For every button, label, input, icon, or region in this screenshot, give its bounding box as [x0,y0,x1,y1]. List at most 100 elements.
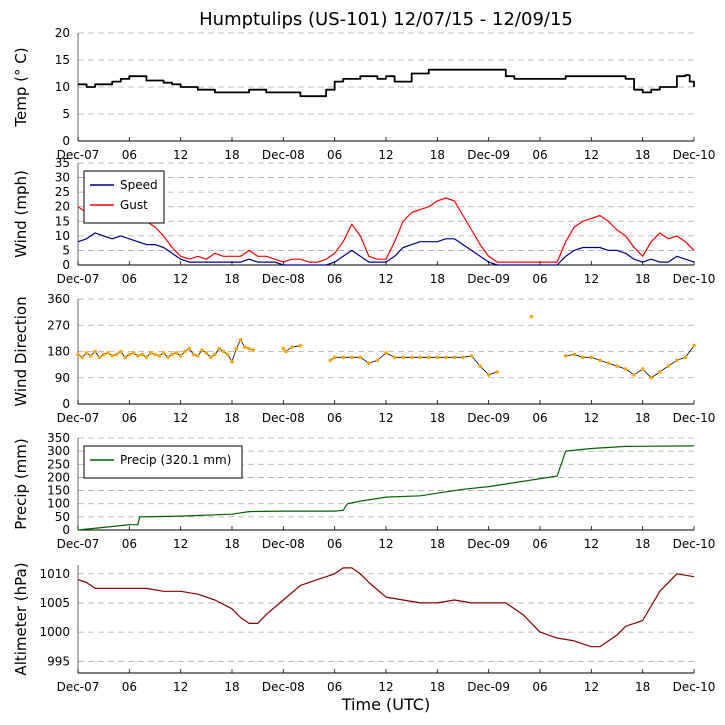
data-point [148,351,153,355]
data-point [106,351,110,355]
data-point [131,351,136,355]
x-tick-label: 12 [584,537,599,551]
y-tick-label: 0 [62,134,70,148]
y-axis-label: Temp (° C) [12,47,30,127]
data-point [84,351,89,355]
data-point [200,348,204,352]
data-point [572,352,577,357]
data-point [157,354,162,358]
y-tick-label: 5 [62,107,70,121]
data-point [174,351,179,355]
x-tick-label: 12 [378,411,393,425]
data-point [358,355,363,360]
x-tick-label: 06 [532,272,547,286]
data-point [76,352,80,357]
data-point [486,373,491,377]
data-point [110,354,115,358]
x-tick-label: Dec-09 [467,680,510,694]
panel-altimeter: 995 1000 1005 1010 Dec-07 06 12 18 Dec-08 06 12 18 D… [12,562,715,694]
panels: 0 5 10 15 20 Dec-07 06 12 18 Dec-08 06 12 18 Dec-09 06… [12,26,715,694]
x-tick-label: 12 [584,272,599,286]
data-point [230,359,234,364]
y-tick-label: 15 [55,53,70,67]
x-tick-label: 18 [430,537,445,551]
x-tick-label: 06 [122,680,137,694]
data-point [598,358,602,363]
data-point [435,355,440,360]
x-tick-label: 12 [173,680,188,694]
x-tick-label: Dec-10 [673,411,716,425]
y-tick-label: 0 [62,523,70,537]
y-tick-label: 90 [55,371,70,385]
y-tick-label: 30 [55,171,70,185]
data-point [225,352,230,357]
x-tick-label: 18 [224,537,239,551]
y-tick-label: 995 [47,654,70,668]
data-point [469,354,474,358]
x-tick-label: Dec-07 [57,148,100,162]
data-point [452,355,457,360]
x-tick-label: 18 [224,680,239,694]
y-tick-label: 100 [47,497,70,511]
series-line-precip [77,445,695,531]
data-point [683,355,688,360]
data-point [195,354,200,358]
y-tick-label: 10 [55,229,70,243]
data-point [384,351,388,355]
x-tick-label: 12 [378,537,393,551]
x-tick-label: 06 [327,148,342,162]
data-point [623,367,628,371]
data-point [208,355,213,360]
data-point [392,355,397,360]
y-tick-label: 1005 [39,596,70,610]
x-tick-label: 06 [327,411,342,425]
y-tick-label: 200 [47,470,70,484]
data-point [80,355,85,360]
y-axis-label: Wind Direction [12,296,30,406]
x-tick-label: 12 [173,411,188,425]
x-tick-label: 06 [327,680,342,694]
data-point [332,355,337,360]
y-tick-label: 1000 [39,625,70,639]
y-tick-label: 0 [62,258,70,272]
legend-label: Gust [120,198,148,212]
y-tick-label: 0 [62,397,70,411]
y-tick-label: 20 [55,200,70,214]
data-point [649,375,654,380]
y-tick-label: 180 [47,345,70,359]
y-tick-label: 25 [55,185,70,199]
x-tick-label: Dec-09 [467,537,510,551]
x-tick-label: 06 [122,148,137,162]
x-tick-label: 06 [532,411,547,425]
panel-winddir: 0 90 180 270 360 Dec-07 06 12 18 Dec-08 06 12 18 Dec-… [12,292,715,425]
x-tick-label: Dec-07 [57,537,100,551]
x-tick-label: 12 [584,680,599,694]
x-tick-label: Dec-09 [467,411,510,425]
data-point [606,361,611,365]
x-tick-label: 06 [532,148,547,162]
y-tick-label: 150 [47,484,70,498]
y-tick-label: 300 [47,444,70,458]
data-point [118,349,123,354]
x-tick-label: Dec-07 [57,680,100,694]
data-point [328,358,333,363]
x-tick-label: 18 [635,680,650,694]
data-point [426,355,431,360]
x-tick-label: Dec-08 [262,148,305,162]
data-point [341,355,346,360]
data-point [251,348,256,352]
data-point [127,352,132,357]
legend [83,445,243,479]
x-tick-label: 12 [378,148,393,162]
x-tick-label: 12 [173,537,188,551]
x-tick-label: 18 [635,272,650,286]
data-point [136,354,140,358]
x-tick-label: 18 [224,411,239,425]
data-point [140,352,144,357]
x-tick-label: Dec-07 [57,411,100,425]
chart-title: Humptulips (US-101) 12/07/15 - 12/09/15 [199,9,573,30]
data-point [580,355,585,360]
data-point [589,355,594,360]
